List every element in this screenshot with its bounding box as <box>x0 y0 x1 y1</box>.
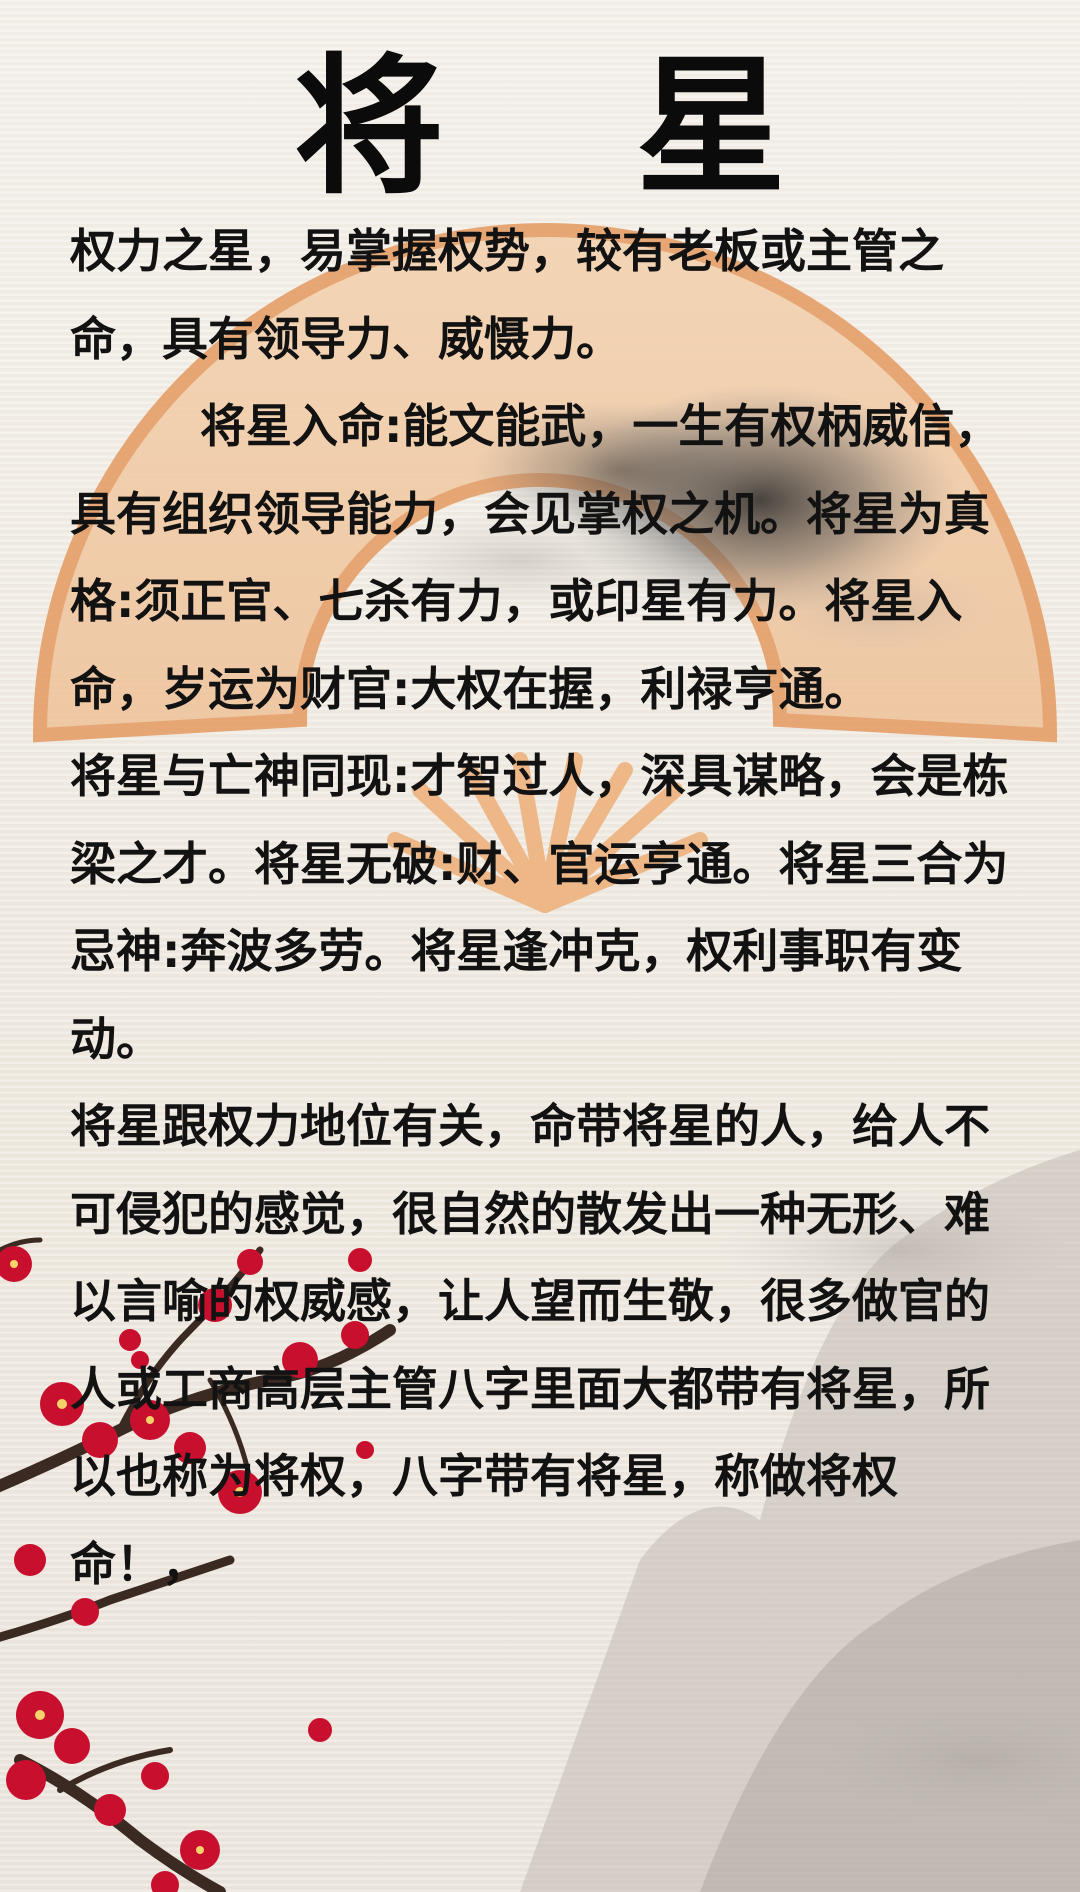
paragraph-entry: 将星入命:能文能武，一生有权柄威信，具有组织领导能力，会见掌权之机。将星为真格:… <box>70 399 1001 716</box>
plum-blossom-branch <box>0 1237 396 1892</box>
paragraph-intro: 权力之星，易掌握权势，较有老板或主管之命，具有领导力、威慑力。 <box>70 224 944 366</box>
page-title: 将 星 <box>293 41 857 215</box>
article-body: 权力之星，易掌握权势，较有老板或主管之命，具有领导力、威慑力。 将星入命:能文能… <box>70 208 1020 1608</box>
mountain-illustration <box>520 1150 1080 1892</box>
paragraph-summary: 将星跟权力地位有关，命带将星的人，给人不可侵犯的感觉，很自然的散发出一种无形、难… <box>70 1099 990 1591</box>
paragraph-combinations: 将星与亡神同现:才智过人，深具谋略，会是栋梁之才。将星无破:财、官运亨通。将星三… <box>70 749 1009 1066</box>
fan-illustration <box>32 223 1058 913</box>
